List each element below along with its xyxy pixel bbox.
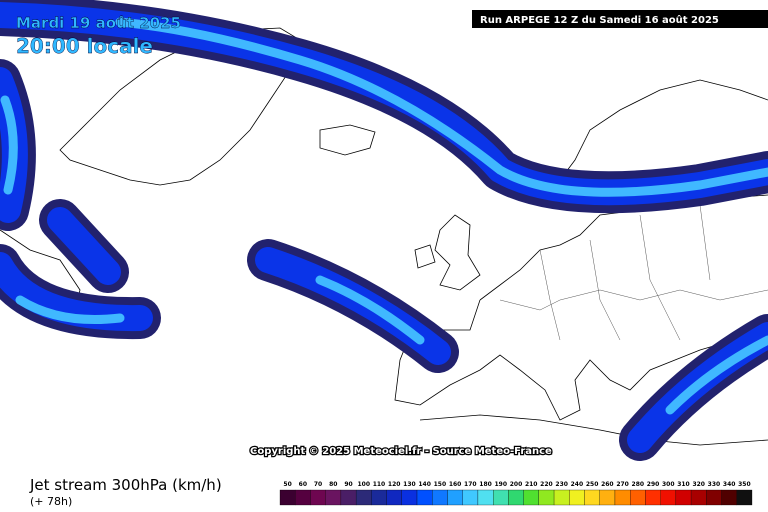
legend-swatch	[523, 489, 539, 506]
legend-swatch	[355, 489, 372, 506]
legend-swatch	[690, 489, 707, 506]
footer-title: Jet stream 300hPa (km/h)	[29, 476, 222, 494]
legend-swatch	[340, 489, 357, 506]
legend-label: 250	[586, 481, 599, 488]
legend-swatch	[325, 489, 342, 506]
legend-label: 230	[555, 481, 568, 488]
legend-label: 200	[510, 481, 523, 488]
jet-core	[0, 17, 768, 415]
legend-label: 240	[571, 481, 584, 488]
legend-label: 270	[616, 481, 629, 488]
coastlines	[0, 27, 768, 446]
legend-swatch	[675, 489, 692, 506]
legend-label: 160	[449, 481, 462, 488]
run: Run ARPEGE 12 Z du Samedi 16 août 2025	[480, 14, 719, 26]
legend-label: 290	[647, 481, 660, 488]
legend-swatch	[614, 489, 631, 506]
copyright: Copyright © 2025 Meteociel.fr - Source M…	[250, 446, 552, 457]
legend-label: 110	[373, 481, 386, 488]
legend-swatch	[645, 489, 661, 506]
legend-label: 50	[283, 481, 291, 488]
legend-swatch	[432, 489, 448, 506]
date: Mardi 19 août 2025	[16, 14, 181, 32]
time: 20:00 locale	[16, 34, 153, 58]
legend-swatch	[295, 489, 311, 506]
legend-swatch	[447, 489, 463, 506]
legend-swatch	[584, 489, 600, 506]
legend-swatch	[660, 489, 677, 506]
legend-label: 170	[464, 481, 477, 488]
legend-swatch	[599, 489, 616, 506]
legend-swatch	[508, 489, 524, 506]
legend-label: 180	[479, 481, 492, 488]
legend-label: 80	[329, 481, 337, 488]
legend-label: 140	[418, 481, 431, 488]
legend-label: 260	[601, 481, 614, 488]
legend-label: 350	[738, 481, 751, 488]
legend-swatch	[553, 489, 570, 506]
legend-swatch	[310, 489, 326, 506]
legend-label: 60	[299, 481, 307, 488]
legend-label: 320	[692, 481, 705, 488]
legend-swatch	[706, 489, 722, 506]
legend-label: 340	[723, 481, 736, 488]
legend-swatch	[736, 489, 753, 506]
legend-swatch	[386, 489, 402, 506]
legend-swatch	[401, 489, 418, 506]
footer-lead: (+ 78h)	[30, 495, 72, 508]
legend-swatch	[493, 489, 509, 506]
legend-label: 330	[708, 481, 721, 488]
borders	[499, 204, 768, 341]
legend-label: 70	[314, 481, 322, 488]
legend-swatch	[538, 489, 555, 506]
legend-swatch	[477, 489, 494, 506]
legend-label: 280	[632, 481, 645, 488]
legend-swatch	[721, 489, 737, 506]
legend-label: 120	[388, 481, 401, 488]
legend-swatch	[279, 489, 296, 506]
legend-label: 150	[434, 481, 447, 488]
legend-swatch	[630, 489, 646, 506]
legend-label: 300	[662, 481, 675, 488]
legend: 50 60 70 80 90 100 110 120 130 140 150 160 170 180 190…	[279, 481, 753, 506]
legend-label: 90	[344, 481, 352, 488]
legend-swatch	[416, 489, 433, 506]
legend-label: 210	[525, 481, 538, 488]
legend-swatch	[462, 489, 479, 506]
legend-label: 190	[495, 481, 508, 488]
legend-swatch	[569, 489, 585, 506]
legend-swatch	[371, 489, 387, 506]
legend-label: 130	[403, 481, 416, 488]
legend-label: 310	[677, 481, 690, 488]
run-box	[472, 10, 768, 28]
legend-label: 100	[357, 481, 370, 488]
legend-label: 220	[540, 481, 553, 488]
jet-streams	[0, 0, 768, 461]
